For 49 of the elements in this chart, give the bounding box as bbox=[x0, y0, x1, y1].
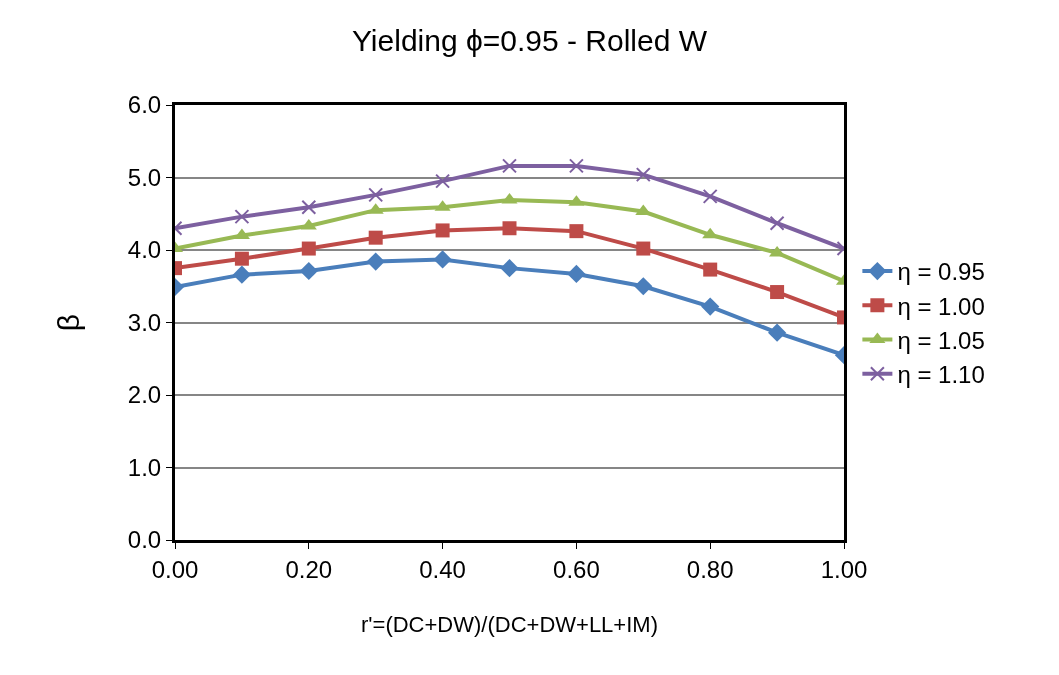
point bbox=[702, 227, 719, 239]
x-tick-label: 0.20 bbox=[285, 555, 333, 583]
point bbox=[635, 167, 651, 183]
x-tick-label: 0.80 bbox=[686, 555, 734, 583]
legend-label: η = 0.95 bbox=[897, 258, 985, 286]
x-tick-label: 1.00 bbox=[820, 555, 868, 583]
x-axis-title: r'=(DC+DW)/(DC+DW+LL+IM) bbox=[361, 611, 658, 637]
point bbox=[435, 173, 451, 189]
point bbox=[636, 241, 651, 256]
point bbox=[502, 158, 517, 174]
point bbox=[501, 192, 518, 204]
y-tick-label: 1.0 bbox=[127, 453, 162, 481]
point bbox=[234, 209, 250, 225]
x-tick-label: 0.40 bbox=[419, 555, 466, 583]
point bbox=[433, 250, 452, 269]
legend-label: η = 1.10 bbox=[897, 361, 985, 389]
x-tick-label: 0.00 bbox=[151, 555, 199, 583]
point bbox=[634, 277, 653, 296]
point bbox=[703, 262, 718, 277]
point bbox=[569, 224, 584, 239]
point bbox=[702, 188, 718, 204]
y-axis-title: β bbox=[51, 313, 85, 332]
point bbox=[502, 221, 517, 236]
point bbox=[368, 230, 383, 245]
point bbox=[232, 265, 251, 284]
chart-title: Yielding ϕ=0.95 - Rolled W bbox=[351, 24, 708, 58]
y-tick-label: 0.0 bbox=[127, 526, 162, 554]
point bbox=[301, 241, 316, 256]
point bbox=[500, 259, 519, 278]
point bbox=[368, 187, 384, 203]
y-tick-label: 5.0 bbox=[127, 163, 162, 191]
point bbox=[366, 252, 385, 271]
y-tick-label: 4.0 bbox=[127, 236, 162, 264]
y-tick-label: 6.0 bbox=[127, 91, 162, 119]
point bbox=[301, 199, 317, 215]
point bbox=[435, 223, 450, 238]
point bbox=[567, 264, 586, 284]
point bbox=[299, 261, 318, 281]
point bbox=[701, 297, 720, 316]
legend-label: η = 1.00 bbox=[897, 292, 985, 320]
point bbox=[234, 251, 249, 266]
legend-label: η = 1.05 bbox=[897, 326, 985, 354]
y-tick-label: 2.0 bbox=[127, 381, 162, 409]
x-tick-label: 0.60 bbox=[553, 555, 600, 583]
point bbox=[768, 323, 787, 342]
y-tick-label: 3.0 bbox=[127, 308, 162, 336]
point bbox=[769, 215, 785, 231]
point bbox=[568, 158, 584, 174]
point bbox=[770, 285, 785, 300]
